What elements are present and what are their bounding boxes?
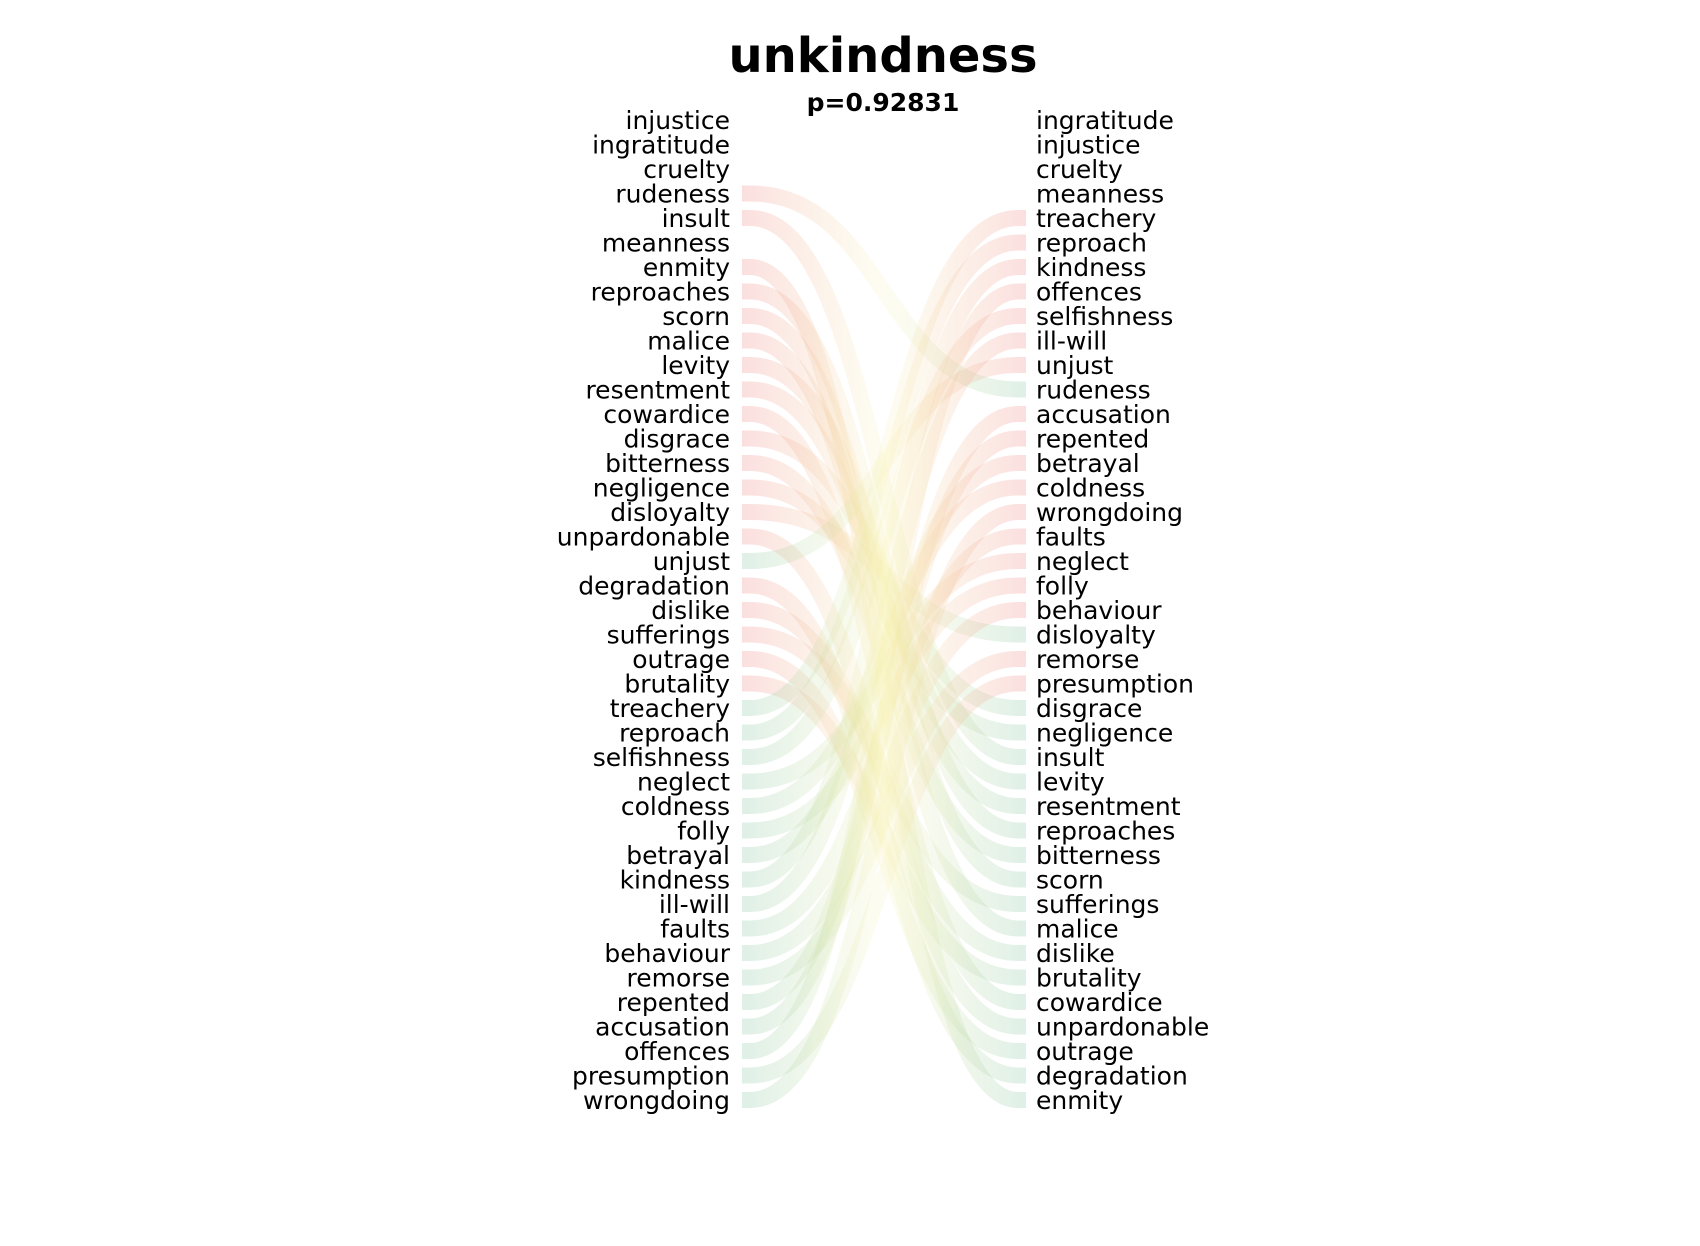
left-rank-label: faults [660,915,730,944]
right-rank-label: betrayal [1036,449,1140,478]
left-rank-label: cowardice [603,400,730,429]
right-rank-label: dislike [1036,939,1115,968]
left-rank-label: offences [624,1037,730,1066]
right-rank-label: insult [1036,743,1105,772]
right-rank-label: unjust [1036,351,1114,380]
right-rank-label: disloyalty [1036,621,1156,650]
rank-change-ribbon [742,406,1026,1035]
right-rank-label: malice [1036,915,1119,944]
left-rank-label: betrayal [626,841,730,870]
left-rank-label: outrage [632,645,730,674]
rank-change-ribbon [742,675,1026,1084]
right-label-column: ingratitudeinjusticecrueltymeannesstreac… [1036,106,1209,1115]
left-rank-label: meanness [602,229,730,258]
right-rank-label: bitterness [1036,841,1161,870]
left-label-column: injusticeingratitudecrueltyrudenessinsul… [557,106,731,1115]
right-rank-label: disgrace [1036,694,1142,723]
right-rank-label: repented [1036,425,1149,454]
left-rank-label: treachery [610,694,730,723]
left-rank-label: disgrace [624,425,730,454]
left-rank-label: presumption [572,1062,730,1091]
chart-title: unkindness [728,28,1038,84]
left-rank-label: wrongdoing [583,1086,730,1115]
left-rank-label: ingratitude [592,131,730,160]
right-rank-label: accusation [1036,400,1171,429]
right-rank-label: scorn [1036,866,1104,895]
right-rank-label: selfishness [1036,302,1173,331]
right-rank-label: reproaches [1036,817,1175,846]
left-rank-label: cruelty [643,155,730,184]
left-rank-label: neglect [637,768,730,797]
right-rank-label: neglect [1036,547,1129,576]
right-rank-label: presumption [1036,670,1194,699]
rank-change-ribbon [742,259,1026,888]
right-rank-label: reproach [1036,229,1147,258]
left-rank-label: ill-will [659,890,730,919]
right-rank-label: negligence [1036,719,1173,748]
left-rank-label: unpardonable [557,523,730,552]
right-rank-label: degradation [1036,1062,1188,1091]
left-rank-label: kindness [620,866,730,895]
left-rank-label: behaviour [604,939,730,968]
left-rank-label: reproaches [591,278,730,307]
ribbon-group [742,185,1026,1108]
left-rank-label: accusation [595,1013,730,1042]
left-rank-label: resentment [585,376,730,405]
left-rank-label: negligence [593,474,730,503]
left-rank-label: unjust [653,547,731,576]
left-rank-label: selfishness [593,743,730,772]
left-rank-label: sufferings [607,621,730,650]
right-rank-label: unpardonable [1036,1013,1209,1042]
right-rank-label: folly [1036,572,1089,601]
right-rank-label: behaviour [1036,596,1162,625]
left-rank-label: enmity [643,253,730,282]
left-rank-label: coldness [621,792,730,821]
left-rank-label: repented [617,988,730,1017]
right-rank-label: remorse [1036,645,1139,674]
right-rank-label: resentment [1036,792,1181,821]
left-rank-label: folly [677,817,730,846]
rank-change-ribbon [742,185,1026,398]
rank-change-ribbon [742,234,1026,741]
left-rank-label: dislike [651,596,730,625]
right-rank-label: brutality [1036,964,1142,993]
right-rank-label: rudeness [1036,376,1151,405]
right-rank-label: ill-will [1036,327,1107,356]
left-rank-label: insult [662,204,731,233]
right-rank-label: levity [1036,768,1105,797]
left-rank-label: rudeness [615,180,730,209]
right-rank-label: kindness [1036,253,1146,282]
right-rank-label: faults [1036,523,1106,552]
right-rank-label: injustice [1036,131,1140,160]
left-rank-label: degradation [578,572,730,601]
left-rank-label: scorn [662,302,730,331]
right-rank-label: sufferings [1036,890,1159,919]
right-rank-label: cowardice [1036,988,1163,1017]
rank-change-ribbon [742,283,1026,1059]
left-rank-label: reproach [619,719,730,748]
right-rank-label: treachery [1036,204,1156,233]
left-rank-label: remorse [627,964,730,993]
left-rank-label: malice [647,327,730,356]
right-rank-label: coldness [1036,474,1145,503]
right-rank-label: offences [1036,278,1142,307]
right-rank-label: outrage [1036,1037,1134,1066]
right-rank-label: meanness [1036,180,1164,209]
right-rank-label: cruelty [1036,155,1123,184]
right-rank-label: ingratitude [1036,106,1174,135]
left-rank-label: brutality [624,670,730,699]
left-rank-label: levity [661,351,730,380]
left-rank-label: bitterness [605,449,730,478]
left-rank-label: disloyalty [610,498,730,527]
right-rank-label: wrongdoing [1036,498,1183,527]
left-rank-label: injustice [626,106,730,135]
rank-change-ribbon [742,332,1026,912]
p-value-subtitle: p=0.92831 [806,88,960,117]
rank-change-ribbon [742,504,1026,1108]
right-rank-label: enmity [1036,1086,1123,1115]
